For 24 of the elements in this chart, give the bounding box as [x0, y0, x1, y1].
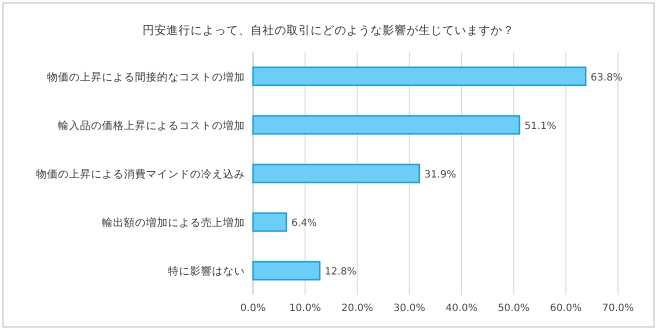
- chart-title: 円安進行によって、自社の取引にどのような影響が生じていますか？: [142, 23, 514, 37]
- data-label: 31.9%: [424, 170, 456, 180]
- bar: [252, 66, 586, 86]
- y-tick-label: 物価の上昇による間接的なコストの増加: [47, 70, 245, 84]
- data-label: 63.8%: [590, 72, 622, 84]
- x-tick-label: 50.0%: [498, 303, 530, 314]
- y-tick-label: 特に影響はない: [168, 264, 245, 278]
- x-tick-label: 40.0%: [446, 303, 478, 314]
- y-tick-label: 物価の上昇による消費マインドの冷え込み: [36, 168, 245, 180]
- bar: [252, 212, 288, 232]
- data-label: 12.8%: [324, 266, 357, 278]
- x-tick-label: 0.0%: [240, 303, 266, 314]
- data-label: 51.1%: [524, 120, 556, 132]
- bar: [252, 115, 520, 135]
- bar: [252, 164, 420, 184]
- x-tick-label: 60.0%: [550, 303, 582, 314]
- x-tick-label: 70.0%: [602, 303, 634, 314]
- y-tick-label: 輸入品の価格上昇によるコストの増加: [58, 118, 245, 132]
- x-tick-label: 30.0%: [394, 303, 426, 314]
- x-tick-label: 10.0%: [289, 303, 322, 314]
- x-tick-label: 20.0%: [341, 303, 374, 314]
- data-label: 6.4%: [291, 218, 317, 230]
- y-tick-label: 輸出額の増加による売上増加: [102, 216, 245, 230]
- bar: [252, 260, 320, 280]
